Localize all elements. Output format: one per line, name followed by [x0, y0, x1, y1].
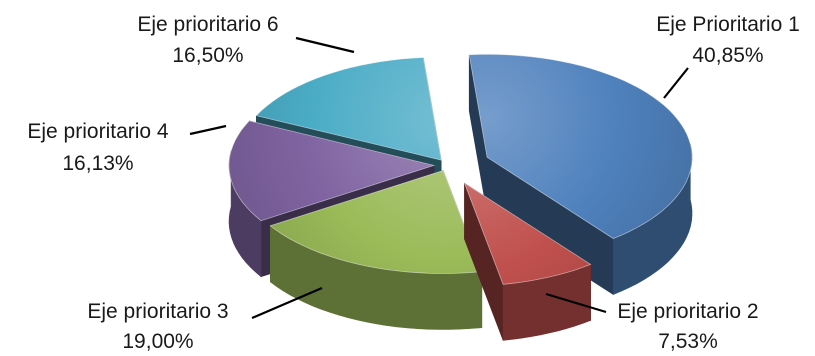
slice-value-3: 19,00%	[122, 330, 193, 353]
slice-label-5: Eje prioritario 6	[137, 13, 278, 36]
leader-line-2	[545, 292, 607, 314]
leader-line-1	[663, 67, 689, 99]
leader-line-5	[295, 36, 355, 54]
slice-label-1: Eje Prioritario 1	[656, 13, 800, 36]
slice-value-2: 7,53%	[658, 330, 718, 353]
slices-layer	[228, 53, 693, 341]
slice-label-2: Eje prioritario 2	[617, 300, 758, 323]
leader-line-4	[189, 124, 227, 136]
leader-line-3	[251, 286, 323, 320]
slice-label-4: Eje prioritario 4	[27, 120, 169, 143]
pie-slice-2	[463, 182, 592, 341]
slice-value-1: 40,85%	[692, 44, 763, 67]
slice-value-5: 16,50%	[172, 44, 243, 67]
slice-label-3: Eje prioritario 3	[87, 300, 228, 323]
slice-value-4: 16,13%	[62, 152, 133, 175]
leader-lines	[189, 36, 689, 320]
data-labels: Eje Prioritario 1 40,85% Eje prioritario 2…	[27, 13, 799, 353]
pie-slice-3	[269, 170, 483, 330]
